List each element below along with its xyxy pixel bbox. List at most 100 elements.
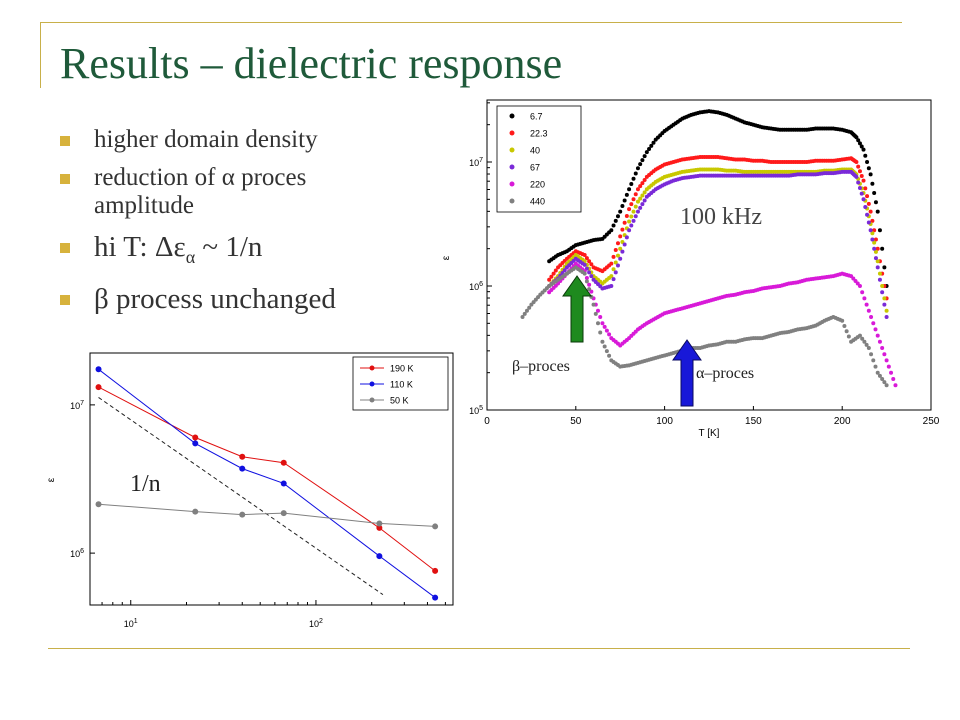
data-point xyxy=(631,362,636,367)
data-point xyxy=(604,277,609,282)
series-220 xyxy=(547,261,898,388)
data-point xyxy=(715,167,720,172)
data-point xyxy=(806,325,811,330)
data-point xyxy=(853,171,858,176)
data-point xyxy=(802,172,807,177)
data-point xyxy=(682,305,687,310)
legend-marker xyxy=(509,130,515,136)
data-point xyxy=(820,319,825,324)
data-point xyxy=(624,213,629,218)
data-point xyxy=(802,160,807,164)
bottom-rule xyxy=(48,648,910,649)
data-point xyxy=(780,283,785,288)
data-point xyxy=(642,198,647,203)
data-point xyxy=(671,172,676,177)
data-point xyxy=(607,263,612,268)
data-point xyxy=(192,508,199,515)
data-point xyxy=(613,218,618,223)
data-point xyxy=(849,130,854,135)
data-point xyxy=(771,284,776,289)
data-point xyxy=(635,360,640,365)
data-point xyxy=(635,199,640,204)
data-point xyxy=(831,274,836,279)
data-point xyxy=(744,157,749,162)
data-point xyxy=(722,340,727,345)
frequency-label: 100 kHz xyxy=(680,204,762,230)
data-point xyxy=(647,192,652,197)
data-point xyxy=(564,261,569,266)
data-point xyxy=(633,361,638,366)
data-point xyxy=(678,170,683,175)
data-point xyxy=(811,126,816,131)
data-point xyxy=(726,156,731,161)
data-point xyxy=(775,127,780,132)
data-point xyxy=(582,269,587,274)
data-point xyxy=(813,276,818,281)
data-point xyxy=(622,198,627,203)
data-point xyxy=(731,292,736,297)
data-point xyxy=(658,164,663,169)
data-point xyxy=(192,440,199,447)
legend-entry: 22.3 xyxy=(530,129,548,139)
legend-marker xyxy=(509,113,515,119)
data-point xyxy=(840,127,845,132)
bullet-text: β process unchanged xyxy=(94,282,336,315)
data-point xyxy=(831,171,836,176)
data-point xyxy=(872,240,877,245)
data-point xyxy=(789,127,794,132)
data-point xyxy=(589,262,594,267)
data-point xyxy=(95,501,102,508)
data-point xyxy=(662,311,667,316)
data-point xyxy=(889,370,894,375)
data-point xyxy=(560,267,565,272)
data-point xyxy=(573,243,578,248)
data-point xyxy=(587,259,592,264)
data-point xyxy=(815,158,820,163)
data-point xyxy=(600,236,605,241)
x-tick-label: 101 xyxy=(124,618,138,629)
data-point xyxy=(627,187,632,192)
data-point xyxy=(824,168,829,173)
data-point xyxy=(813,172,818,177)
data-point xyxy=(591,274,596,279)
reference-line xyxy=(98,397,384,596)
data-point xyxy=(638,205,643,210)
data-point xyxy=(820,275,825,280)
data-point xyxy=(587,239,592,244)
data-point xyxy=(854,135,859,140)
data-point xyxy=(849,274,854,279)
data-point xyxy=(376,553,383,560)
data-point xyxy=(624,226,629,231)
data-point xyxy=(873,200,878,205)
data-point xyxy=(662,129,667,133)
data-point xyxy=(598,284,603,289)
data-point xyxy=(571,258,576,263)
data-point xyxy=(580,270,585,275)
series-110-K xyxy=(95,366,439,601)
data-point xyxy=(842,272,847,277)
data-point xyxy=(811,159,816,164)
data-point xyxy=(789,160,794,164)
series-190-K xyxy=(95,384,439,574)
data-point xyxy=(753,173,758,178)
data-point xyxy=(624,337,629,342)
data-point xyxy=(707,155,711,160)
data-point xyxy=(877,228,882,233)
data-point xyxy=(806,172,811,177)
data-point xyxy=(851,169,856,174)
data-point xyxy=(627,207,632,212)
data-point xyxy=(837,317,842,322)
plot-frame xyxy=(89,352,454,606)
series-line xyxy=(98,386,436,572)
data-point xyxy=(693,346,698,350)
data-point xyxy=(868,172,873,177)
data-point xyxy=(715,296,720,301)
data-point xyxy=(800,326,805,331)
data-point xyxy=(891,377,896,381)
data-point xyxy=(667,310,672,315)
data-point xyxy=(576,266,581,271)
data-point xyxy=(802,127,807,132)
data-point xyxy=(673,121,678,126)
data-point xyxy=(707,109,711,114)
data-point xyxy=(854,174,859,179)
